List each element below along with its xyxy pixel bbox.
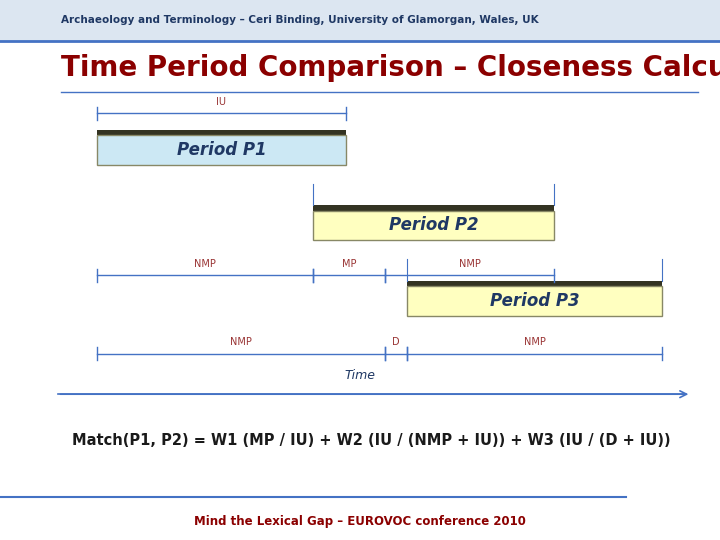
Text: NMP: NMP: [523, 337, 546, 347]
Text: IU: IU: [217, 97, 226, 106]
Bar: [0, 0, 720, 40]
Text: Match(P1, P2) = W1 (MP / IU) + W2 (IU / (NMP + IU)) + W3 (IU / (D + IU)): Match(P1, P2) = W1 (MP / IU) + W2 (IU / …: [72, 433, 670, 448]
Text: Period P1: Period P1: [176, 141, 266, 159]
Bar: [407, 281, 662, 286]
Text: NMP: NMP: [194, 259, 216, 268]
Text: Time Period Comparison – Closeness Calculation: Time Period Comparison – Closeness Calcu…: [61, 53, 720, 82]
Text: NMP: NMP: [230, 337, 252, 347]
Text: Archaeology and Terminology – Ceri Binding, University of Glamorgan, Wales, UK: Archaeology and Terminology – Ceri Bindi…: [61, 15, 539, 25]
Bar: [97, 135, 346, 165]
Bar: [313, 205, 554, 211]
Text: MP: MP: [342, 259, 356, 268]
Text: Time: Time: [344, 369, 376, 382]
Bar: [97, 130, 346, 135]
Text: D: D: [392, 337, 400, 347]
Bar: [313, 211, 554, 240]
Text: Mind the Lexical Gap – EUROVOC conference 2010: Mind the Lexical Gap – EUROVOC conferenc…: [194, 515, 526, 528]
Bar: [407, 286, 662, 316]
Text: Period P3: Period P3: [490, 292, 580, 310]
Text: Period P2: Period P2: [389, 217, 479, 234]
Text: NMP: NMP: [459, 259, 481, 268]
